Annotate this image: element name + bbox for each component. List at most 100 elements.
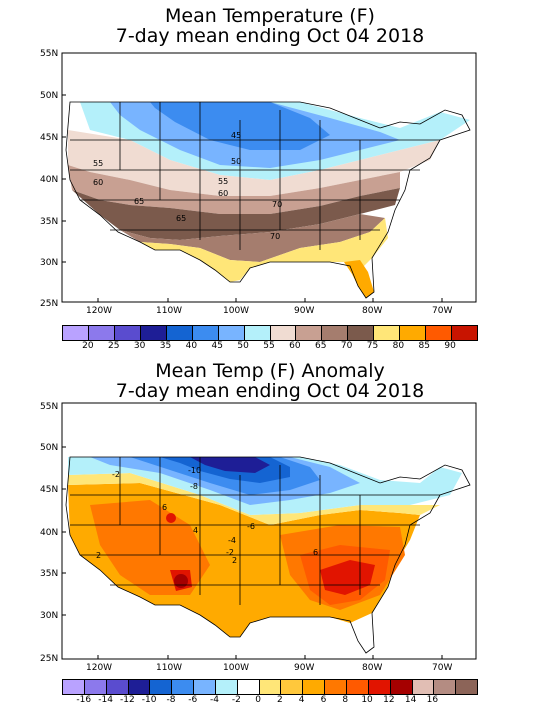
colorbar-label: -8 [166, 695, 176, 705]
colorbar-label: -12 [120, 695, 135, 705]
temperature-fields [68, 102, 470, 298]
colorbar-label: 90 [444, 341, 456, 351]
colorbar-swatch [150, 680, 173, 694]
colorbar-label: 30 [133, 341, 146, 351]
lon-label: 90W [294, 306, 314, 316]
colorbar-label: 85 [418, 341, 430, 351]
temperature-anomaly-map: -2 -10 -8 6 4 2 -6 -4 -2 2 6 55N 50N 45N… [40, 402, 477, 673]
colorbar-swatch [88, 326, 115, 340]
colorbar-swatch [325, 680, 347, 694]
lat-label: 40N [40, 528, 58, 538]
colorbar-label: -16 [76, 695, 92, 705]
colorbar-label: -14 [98, 695, 113, 705]
colorbar-swatch [84, 680, 107, 694]
colorbar-label: 8 [342, 695, 349, 705]
colorbar-swatch [63, 680, 85, 694]
anomaly-colorbar [62, 679, 478, 695]
anomaly-fields [68, 457, 462, 637]
colorbar-swatch [412, 680, 435, 694]
colorbar-swatch [218, 326, 245, 340]
colorbar-label: 6 [320, 695, 327, 705]
contour-label: 65 [134, 197, 144, 206]
lat-label: 30N [40, 611, 58, 621]
colorbar-label: 40 [185, 341, 198, 351]
state-boundaries [65, 456, 471, 654]
map-title: Mean Temperature (F) [165, 5, 375, 27]
colorbar-swatch [244, 326, 271, 340]
colorbar-swatch [374, 326, 401, 340]
colorbar-label: 12 [383, 695, 395, 705]
lon-label: 100W [223, 663, 249, 673]
colorbar-swatch [346, 680, 369, 694]
colorbar-label: -10 [141, 695, 157, 705]
contour-label: -4 [228, 536, 236, 545]
colorbar-swatch [281, 680, 304, 694]
colorbar-label: 65 [315, 341, 327, 351]
colorbar-label: 55 [263, 341, 275, 351]
contour-label: -2 [112, 470, 120, 479]
latitude-labels: 55N 50N 45N 40N 35N 30N 25N [40, 49, 58, 309]
colorbar-swatch [348, 326, 375, 340]
lat-label: 50N [40, 91, 58, 101]
colorbar-swatch [194, 680, 216, 694]
lon-label: 90W [294, 663, 314, 673]
contour-labels: 45 50 55 55 60 60 65 65 70 70 [93, 131, 282, 241]
longitude-labels: 120W 110W 100W 90W 80W 70W [86, 306, 452, 316]
colorbar-swatch [322, 326, 349, 340]
lat-label: 40N [40, 175, 58, 185]
lat-label: 55N [40, 49, 58, 59]
contour-label: 60 [218, 189, 228, 198]
colorbar-swatch [128, 680, 151, 694]
colorbar-swatch [259, 680, 282, 694]
colorbar-swatch [400, 326, 427, 340]
colorbar-swatch [106, 680, 129, 694]
colorbar-swatch [270, 326, 297, 340]
lon-label: 120W [86, 306, 112, 316]
colorbar-swatch [172, 680, 195, 694]
colorbar-label: -2 [231, 695, 241, 705]
contour-label: 6 [313, 548, 318, 557]
temperature-colorbar [62, 325, 478, 341]
contour-label: 45 [231, 131, 241, 140]
colorbar-label: -4 [210, 695, 220, 705]
lon-label: 80W [362, 306, 382, 316]
colorbar-label: 4 [298, 695, 305, 705]
lat-label: 55N [40, 402, 58, 412]
colorbar-swatch [140, 326, 167, 340]
lat-label: 35N [40, 569, 58, 579]
colorbar-label: 16 [426, 695, 439, 705]
contour-label: 2 [96, 551, 101, 560]
lon-label: 70W [432, 663, 452, 673]
map-title: Mean Temp (F) Anomaly [155, 360, 385, 382]
lon-label: 100W [223, 306, 249, 316]
lat-label: 30N [40, 258, 58, 268]
contour-label: 50 [231, 157, 241, 166]
lat-label: 25N [40, 654, 58, 664]
colorbar-swatch [456, 680, 478, 694]
contour-label: 2 [232, 556, 237, 565]
colorbar-swatch [303, 680, 326, 694]
colorbar-swatch [368, 680, 391, 694]
colorbar-label: -6 [188, 695, 198, 705]
colorbar-label: 50 [237, 341, 249, 351]
contour-label: 65 [176, 214, 186, 223]
colorbar-label: 25 [108, 341, 120, 351]
colorbar-swatch [434, 680, 457, 694]
map-subtitle: 7-day mean ending Oct 04 2018 [115, 25, 425, 47]
lon-label: 110W [156, 663, 182, 673]
lon-label: 120W [86, 663, 112, 673]
lon-label: 80W [362, 663, 382, 673]
state-boundaries [65, 101, 471, 299]
temperature-anomaly-panel: Mean Temp (F) Anomaly 7-day mean ending … [0, 355, 540, 709]
contour-label: 70 [272, 200, 282, 209]
lat-label: 50N [40, 443, 58, 453]
latitude-labels: 55N 50N 45N 40N 35N 30N 25N [40, 402, 58, 664]
colorbar-label: 60 [289, 341, 301, 351]
contour-label: 55 [93, 159, 103, 168]
colorbar-label: 10 [361, 695, 373, 705]
mean-temperature-map: 45 50 55 55 60 60 65 65 70 70 55N 50N 45… [40, 49, 477, 316]
lat-label: 45N [40, 133, 58, 143]
contour-label: 6 [162, 503, 167, 512]
colorbar-swatch [215, 680, 238, 694]
colorbar-swatch [390, 680, 413, 694]
